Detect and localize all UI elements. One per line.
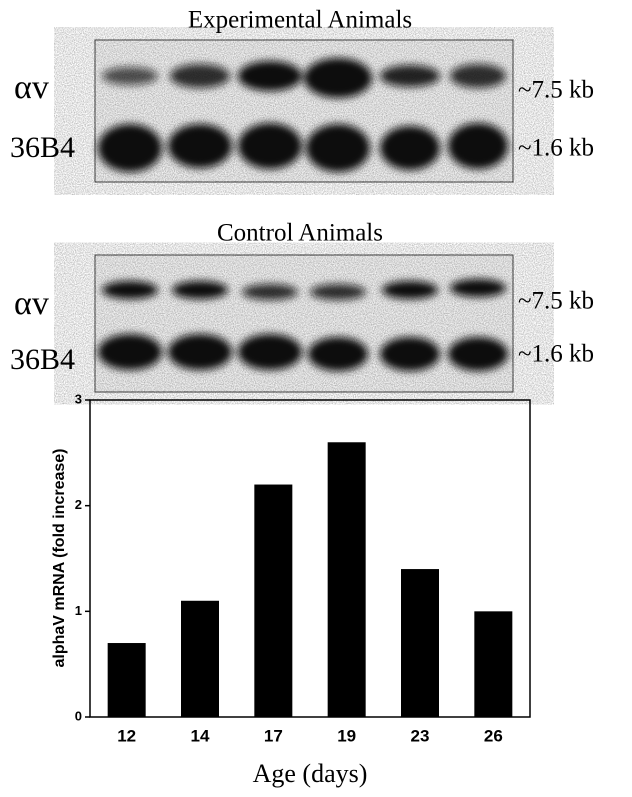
bar	[474, 611, 512, 717]
band-label: αv	[14, 69, 49, 106]
band	[306, 124, 370, 172]
band	[98, 124, 162, 172]
x-tick-label: 12	[117, 726, 136, 745]
bar	[328, 442, 366, 717]
band	[380, 126, 440, 170]
blot	[95, 40, 513, 182]
band	[448, 123, 508, 169]
band	[304, 58, 372, 98]
x-tick-label: 14	[191, 726, 210, 745]
band	[102, 67, 158, 85]
band	[308, 337, 368, 371]
band	[448, 337, 508, 371]
band	[238, 61, 302, 91]
size-label: ~7.5 kb	[518, 288, 594, 315]
band-label: 36B4	[10, 131, 75, 164]
y-axis-label: alphaV mRNA (fold increase)	[51, 448, 68, 667]
band-label: αv	[14, 285, 49, 322]
band	[168, 334, 232, 370]
bar	[401, 569, 439, 717]
panel-title: Experimental Animals	[188, 7, 412, 34]
plot-frame	[90, 400, 530, 717]
bar	[254, 485, 292, 717]
y-tick-label: 1	[75, 603, 82, 618]
size-label: ~1.6 kb	[518, 135, 594, 162]
band	[450, 279, 506, 297]
band	[310, 284, 366, 300]
bar	[108, 643, 146, 717]
band	[238, 334, 302, 370]
band	[380, 337, 440, 371]
band	[242, 284, 298, 300]
band	[98, 334, 162, 370]
panel-title: Control Animals	[217, 220, 383, 247]
size-label: ~1.6 kb	[518, 341, 594, 368]
bar-chart: alphaV mRNA (fold increase) Age (days) 0…	[51, 391, 530, 788]
x-tick-label: 17	[264, 726, 283, 745]
y-tick-label: 3	[75, 391, 82, 406]
x-tick-label: 23	[411, 726, 430, 745]
band	[238, 123, 302, 169]
band-label: 36B4	[10, 343, 75, 376]
band	[172, 281, 228, 299]
band	[168, 124, 232, 168]
band	[170, 64, 230, 88]
x-tick-label: 26	[484, 726, 503, 745]
band	[382, 281, 438, 299]
y-tick-label: 0	[75, 708, 82, 723]
blot-noise	[96, 41, 512, 181]
blot	[95, 255, 513, 392]
y-tick-label: 2	[75, 497, 82, 512]
x-tick-label: 19	[337, 726, 356, 745]
band	[102, 281, 158, 299]
x-axis-label: Age (days)	[253, 759, 368, 788]
band	[450, 64, 506, 88]
band	[380, 65, 440, 87]
blot-noise	[96, 256, 512, 391]
figure: Experimental Animals αv 36B4 ~7.5 kb ~1.…	[0, 0, 632, 797]
bar	[181, 601, 219, 717]
size-label: ~7.5 kb	[518, 77, 594, 104]
